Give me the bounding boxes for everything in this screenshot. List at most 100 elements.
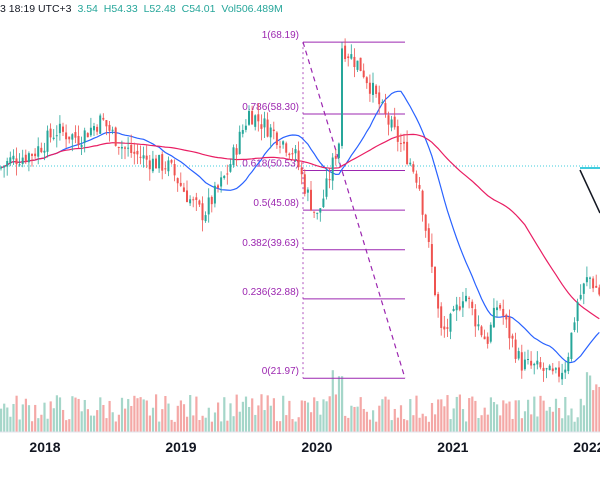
candle-body <box>105 120 108 127</box>
candle-body <box>114 127 117 146</box>
candle-body <box>353 56 356 68</box>
candle-body <box>381 101 384 103</box>
volume-bar <box>480 415 483 432</box>
ma-fast-line <box>0 90 600 364</box>
volume-bar <box>198 420 201 432</box>
candle-body <box>282 141 285 145</box>
volume-bar <box>337 376 341 432</box>
volume-bar <box>229 403 232 432</box>
fib-level-label: 0.236(32.88) <box>242 287 299 298</box>
volume-bar <box>80 411 83 432</box>
volume-bar <box>344 415 347 432</box>
volume-bar <box>127 399 130 432</box>
candle-body <box>300 167 303 175</box>
volume-bar <box>207 407 210 432</box>
volume-bar <box>520 418 523 432</box>
volume-bar <box>204 417 207 432</box>
volume-bar <box>120 397 124 432</box>
candle-body <box>440 306 443 328</box>
volume-bar <box>461 409 465 432</box>
volume-bar <box>96 410 99 432</box>
volume-bar <box>275 421 279 432</box>
candle-body <box>145 155 148 160</box>
volume-bar <box>458 394 461 432</box>
ma-slow-line <box>0 133 600 320</box>
candle-body <box>294 149 297 154</box>
candle-body <box>573 322 576 331</box>
candle-body <box>257 114 260 122</box>
volume-bar <box>387 399 390 432</box>
legend-close: C54.01 <box>181 3 216 15</box>
volume-bar <box>130 405 133 432</box>
candle-body <box>269 127 272 138</box>
candle-body <box>359 57 362 71</box>
candle-body <box>576 301 579 322</box>
volume-bars <box>0 370 600 432</box>
volume-bar <box>477 417 480 432</box>
volume-bar <box>15 395 18 432</box>
volume-bar <box>111 412 114 432</box>
volume-bar <box>62 409 65 432</box>
x-tick-label-2018: 2018 <box>29 439 60 455</box>
candle-body <box>164 168 167 170</box>
candle-body <box>71 134 74 140</box>
volume-bar <box>142 399 145 432</box>
candle-body <box>589 277 591 279</box>
fib-trend-line[interactable] <box>302 41 406 379</box>
volume-bar <box>213 412 217 432</box>
candle-body <box>288 153 291 156</box>
candle-body <box>155 158 157 169</box>
candle-body <box>62 126 64 132</box>
volume-bar <box>316 401 319 432</box>
volume-bar <box>251 398 254 432</box>
volume-bar <box>34 404 37 432</box>
trend-line[interactable] <box>579 169 600 214</box>
candle-body <box>334 155 337 159</box>
candle-body <box>55 135 58 137</box>
volume-bar <box>576 417 579 432</box>
candle-body <box>474 309 477 327</box>
volume-bar <box>502 400 505 432</box>
volume-bar <box>0 408 3 432</box>
volume-bar <box>511 418 514 432</box>
candle-body <box>424 214 427 231</box>
volume-bar <box>71 396 74 432</box>
candle-body <box>406 141 409 165</box>
candle-body <box>251 111 254 125</box>
candle-body <box>390 119 393 128</box>
volume-bar <box>437 399 440 432</box>
candle-body <box>337 143 340 159</box>
candle-body <box>446 327 449 329</box>
volume-bar <box>368 419 372 432</box>
candle-body <box>536 360 539 365</box>
candle-body <box>173 164 176 176</box>
volume-bar <box>353 406 356 432</box>
candle-body <box>316 212 319 214</box>
volume-bar <box>27 405 31 432</box>
volume-bar <box>406 420 409 432</box>
volume-bar <box>378 405 381 432</box>
volume-bar <box>260 394 263 432</box>
volume-bar <box>238 411 241 432</box>
candle-body <box>108 124 111 131</box>
candle-body <box>378 92 381 105</box>
reference-lines <box>0 165 600 169</box>
candle-body <box>331 157 334 181</box>
candle-body <box>179 182 182 186</box>
candle-body <box>341 48 343 146</box>
candle-body <box>347 56 350 59</box>
volume-bar <box>31 421 34 432</box>
volume-bar <box>179 400 182 432</box>
candle-body <box>275 132 278 146</box>
candle-body <box>213 185 216 204</box>
volume-bar <box>489 397 492 432</box>
volume-bar <box>539 395 542 432</box>
candle-body <box>285 143 288 153</box>
volume-bar <box>393 408 396 432</box>
candle-body <box>117 146 120 148</box>
candle-body <box>350 54 353 59</box>
volume-bar <box>161 409 164 432</box>
fib-level-label: 0.382(39.63) <box>242 238 299 249</box>
